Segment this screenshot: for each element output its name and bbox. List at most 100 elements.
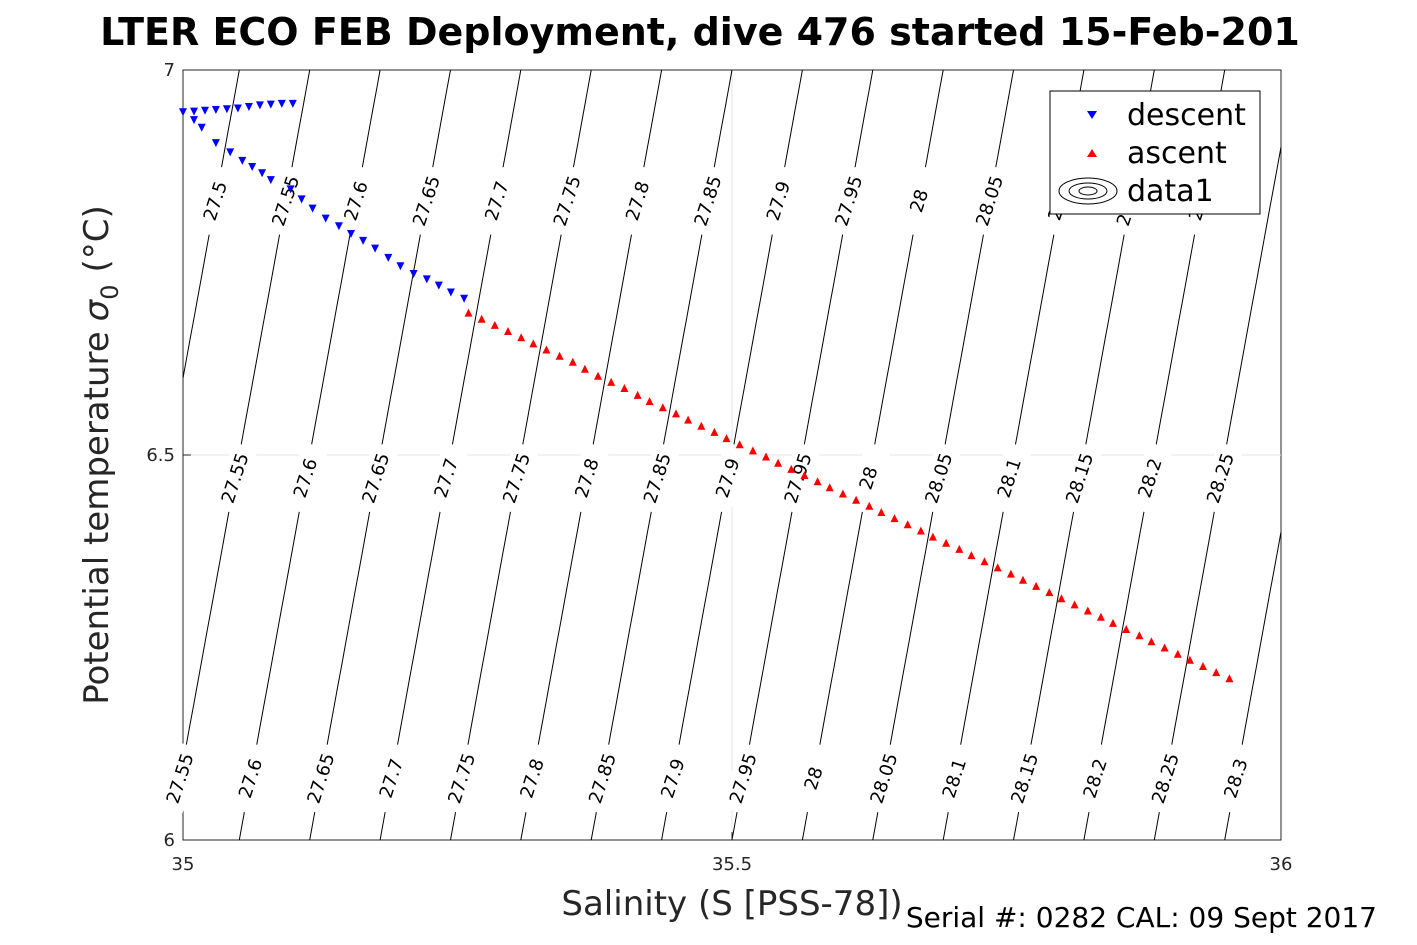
- legend-descent-marker: [1087, 111, 1097, 119]
- contour-label-background: [720, 742, 767, 815]
- contour-label-background: [579, 742, 626, 815]
- contour-label-background: [509, 742, 555, 815]
- descent-point: [244, 103, 253, 111]
- descent-point: [434, 281, 443, 290]
- descent-point: [359, 236, 368, 245]
- y-axis-label: Potential temperature σ0 (°C): [77, 205, 124, 705]
- descent-point: [222, 105, 231, 114]
- legend-contour-icon: [1058, 177, 1118, 205]
- contour-label-background: [1072, 742, 1119, 815]
- descent-point: [248, 163, 257, 171]
- ascent-point: [865, 501, 874, 510]
- contour-label-background: [614, 164, 661, 238]
- y-tick-label: 6: [164, 830, 175, 851]
- descent-point: [238, 156, 247, 165]
- descent-point: [226, 148, 235, 157]
- ascent-point: [916, 526, 925, 535]
- contour-label-background: [650, 742, 696, 815]
- descent-point: [277, 99, 286, 108]
- descent-point: [409, 270, 418, 278]
- x-tick-label: 35: [172, 854, 195, 875]
- contour-label-background: [825, 164, 872, 238]
- ascent-point: [1225, 674, 1234, 683]
- chart-title: LTER ECO FEB Deployment, dive 476 starte…: [100, 10, 1300, 54]
- contour-label-background: [755, 164, 802, 238]
- contour-label-background: [352, 441, 399, 515]
- ascent-point: [529, 339, 538, 348]
- ascent-point: [980, 557, 989, 566]
- x-axis-label: Salinity (S [PSS-78]): [561, 884, 902, 924]
- descent-point: [258, 169, 267, 178]
- ascent-point: [813, 477, 822, 486]
- y-axis-label-unit: (°C): [77, 205, 117, 272]
- descent-point: [321, 214, 330, 223]
- legend-data1-label: data1: [1127, 174, 1214, 209]
- contour-label-background: [845, 441, 892, 515]
- descent-point: [233, 104, 242, 113]
- ascent-point: [555, 351, 564, 360]
- axis-ticks: 35 35.5 36 6 6.5 7: [146, 60, 1292, 875]
- legend: descent ascent data1: [1049, 90, 1261, 215]
- ascent-point: [800, 471, 809, 479]
- ascent-point: [1006, 569, 1015, 578]
- contour-label-background: [474, 164, 520, 238]
- contour-label-background: [544, 164, 591, 238]
- ascent-point: [504, 327, 512, 335]
- ascent-point: [1135, 631, 1144, 640]
- ascent-point: [517, 333, 526, 342]
- descent-point: [255, 101, 264, 110]
- contour-label-background: [1127, 441, 1173, 515]
- ascent-point: [838, 489, 847, 498]
- contour-label-background: [790, 742, 837, 815]
- contour-label-background: [634, 441, 681, 515]
- contour-label-background: [298, 742, 344, 815]
- contour-label-background: [861, 742, 907, 815]
- descent-point: [201, 106, 209, 115]
- contour-label-background: [1197, 441, 1244, 515]
- contour-label-background: [368, 742, 415, 815]
- ascent-point: [1199, 662, 1207, 670]
- ascent-point: [1109, 618, 1117, 627]
- descent-point: [190, 116, 198, 125]
- ascent-point: [1185, 655, 1194, 664]
- descent-point: [179, 108, 187, 117]
- ascent-point: [568, 357, 577, 366]
- legend-box: [1049, 90, 1261, 215]
- ascent-point: [1019, 575, 1027, 584]
- ascent-point: [594, 371, 602, 380]
- ascent-point: [748, 446, 757, 455]
- contour-label-background: [775, 441, 822, 515]
- contour-label-background: [493, 441, 540, 515]
- descent-point: [371, 244, 380, 253]
- y-axis-label-subscript: 0: [96, 284, 124, 299]
- contour-label-background: [403, 164, 450, 238]
- descent-point: [460, 294, 469, 303]
- descent-point: [446, 288, 455, 297]
- ascent-point: [852, 495, 861, 504]
- contour-label-background: [282, 441, 329, 515]
- descent-point: [286, 185, 295, 194]
- contour-label-background: [564, 441, 610, 515]
- contour-label-background: [966, 164, 1013, 238]
- descent-point: [211, 106, 220, 114]
- ascent-point: [928, 532, 937, 541]
- legend-ascent-label: ascent: [1127, 136, 1227, 171]
- ascent-point: [1032, 581, 1041, 590]
- ascent-point: [955, 544, 964, 553]
- ascent-point: [735, 440, 744, 449]
- ascent-point: [1212, 668, 1221, 677]
- contour-label-background: [1001, 742, 1048, 815]
- contour-label-background: [916, 441, 962, 515]
- contour-label-background: [896, 164, 943, 238]
- ascent-point: [967, 551, 976, 560]
- ascent-point: [877, 508, 886, 516]
- contour-label-background: [1142, 742, 1189, 815]
- ascent-point: [607, 377, 616, 386]
- y-axis-label-sigma: σ: [77, 298, 117, 321]
- ascent-point: [825, 483, 834, 492]
- x-tick-label: 35.5: [712, 854, 752, 875]
- y-axis-label-text: Potential temperature: [77, 331, 117, 704]
- ascent-point: [1096, 612, 1105, 621]
- contour-label-background: [1213, 742, 1259, 815]
